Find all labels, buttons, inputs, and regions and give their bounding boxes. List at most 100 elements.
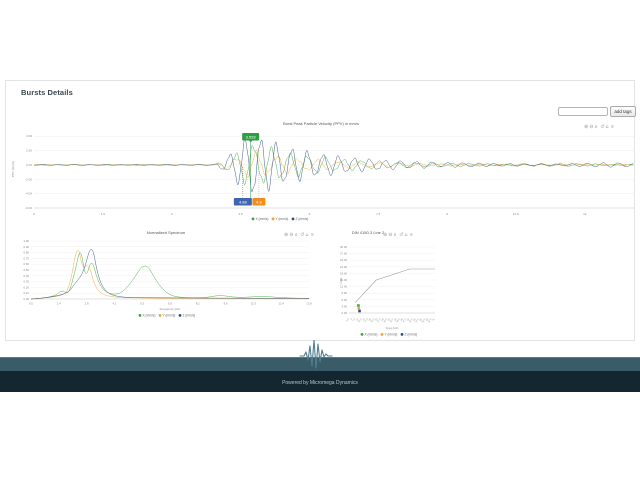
legend-swatch (138, 314, 142, 317)
y-tick-label: 0.90 (24, 245, 30, 249)
menu-icon[interactable]: ≡ (410, 232, 413, 238)
x-tick-label: 2.8 (85, 302, 89, 306)
x-tick-label: 57.5 (416, 318, 421, 323)
magnifier-icon[interactable]: ⌕ (295, 232, 298, 238)
legend-swatch (291, 217, 295, 221)
y-tick-label: -4.00 (25, 192, 32, 196)
x-tick-label: 6 (309, 212, 311, 216)
reset-icon[interactable]: ↺ (600, 124, 604, 130)
magnifier-icon[interactable]: ⌕ (595, 124, 598, 130)
x-tick-label: 3 (171, 212, 173, 216)
x-tick-label: 45 (401, 318, 405, 322)
home-icon[interactable]: ⌂ (405, 232, 408, 238)
x-tick-label: 7.5 (353, 318, 357, 322)
x-tick-label: 42.5 (396, 318, 401, 323)
y-tick-label: 0.60 (24, 262, 30, 266)
x-tick-label: 52.5 (409, 318, 414, 323)
y-tick-label: 0.00 (24, 297, 30, 301)
x-tick-label: 4.1 (112, 302, 116, 306)
legend-item[interactable]: Z (mm/s) (183, 314, 196, 318)
home-icon[interactable]: ⌂ (306, 232, 309, 238)
magnifier-icon[interactable]: ⌕ (394, 232, 397, 238)
y-tick-label: 21.00 (340, 265, 347, 269)
y-tick-label: 4.00 (26, 134, 32, 138)
y-axis-title: PPV (mm/s) (11, 161, 15, 177)
home-icon[interactable]: ⌂ (606, 124, 609, 130)
spectrum-series-z (30, 249, 310, 300)
x-tick-label: 0 (33, 212, 35, 216)
y-tick-label: 0.30 (24, 280, 30, 284)
annotation-value: 4.88 (239, 200, 248, 205)
legend-swatch (271, 217, 275, 221)
legend-item[interactable]: Y (mm/s) (385, 333, 398, 337)
legend-item[interactable]: Y (mm/s) (163, 314, 176, 318)
menu-icon[interactable]: ≡ (611, 124, 614, 130)
y-tick-label: 6.00 (342, 298, 348, 302)
legend-item[interactable]: X (mm/s) (143, 314, 156, 318)
series-z (33, 137, 634, 193)
zoom-in-icon[interactable]: ⊕ (284, 232, 288, 238)
y-tick-label: 0.80 (24, 251, 30, 255)
y-tick-label: 27.00 (340, 252, 347, 256)
legend-item[interactable]: X (mm/s) (256, 217, 269, 221)
reset-icon[interactable]: ↺ (300, 232, 304, 238)
y-tick-label: 3.00 (342, 304, 348, 308)
micromega-waveform-logo-icon (299, 340, 333, 369)
x-tick-label: 32.5 (384, 318, 389, 323)
search-input[interactable] (558, 107, 608, 116)
legend-swatch (251, 217, 255, 221)
y-tick-label: 0.70 (24, 256, 30, 260)
x-tick-label: 13.8 (306, 302, 312, 306)
zoom-out-icon[interactable]: ⊖ (388, 232, 392, 238)
x-tick-label: 35 (388, 318, 392, 322)
x-axis-title: Freq (Hz) (386, 326, 399, 330)
y-tick-label: 30.00 (340, 245, 347, 249)
add-tags-button[interactable]: add tags (610, 106, 636, 117)
x-tick-label: 1.5 (101, 212, 106, 216)
x-tick-label: 22.5 (371, 318, 376, 323)
chart-title: DIN 4150-3 Line 2 (352, 230, 385, 235)
ppv-chart[interactable]: Burst Peak Particle Velocity (PPV) in mm… (11, 121, 634, 221)
x-tick-label: 2.5 (346, 318, 350, 322)
x-tick-label: 65 (426, 318, 430, 322)
legend-item[interactable]: Y (mm/s) (276, 217, 289, 221)
legend-item[interactable]: Z (mm/s) (405, 333, 418, 337)
y-tick-label: 15.00 (340, 278, 347, 282)
zoom-in-icon[interactable]: ⊕ (584, 124, 588, 130)
zoom-in-icon[interactable]: ⊕ (383, 232, 387, 238)
legend-item[interactable]: Z (mm/s) (296, 217, 309, 221)
x-tick-label: 9 (446, 212, 448, 216)
y-tick-label: 0.10 (24, 291, 30, 295)
menu-icon[interactable]: ≡ (311, 232, 314, 238)
zoom-out-icon[interactable]: ⊖ (289, 232, 293, 238)
x-tick-label: 12.4 (278, 302, 284, 306)
din-point-y (357, 307, 361, 310)
x-tick-label: 9.6 (224, 302, 228, 306)
x-tick-label: 20 (369, 318, 373, 322)
din-point-z (358, 309, 361, 313)
x-tick-label: 5.5 (140, 302, 144, 306)
footer: Powered by Micromega Dynamics (0, 340, 640, 392)
chart-title: Normalized Spectrum (147, 230, 186, 235)
spectrum-chart[interactable]: Normalized Spectrum ⊕ ⊖ ⌕ ↺ ⌂ ≡ 1.00 0.90 0.800.7… (24, 230, 314, 318)
y-tick-label: 2.00 (26, 149, 32, 153)
zoom-out-icon[interactable]: ⊖ (589, 124, 593, 130)
footer-band-bottom (0, 371, 640, 392)
x-tick-label: 27.5 (377, 318, 382, 323)
x-tick-label: 62.5 (422, 318, 427, 323)
reset-icon[interactable]: ↺ (399, 232, 403, 238)
y-tick-label: 18.00 (340, 271, 347, 275)
din-point-x (357, 304, 360, 307)
spectrum-series-y (30, 249, 310, 300)
x-tick-label: 47.5 (403, 318, 408, 323)
x-tick-label: 40 (394, 318, 398, 322)
page-title: Bursts Details (21, 88, 73, 97)
y-tick-label: -6.00 (25, 206, 32, 210)
din-chart[interactable]: DIN 4150-3 Line 2⊕ ⊖ ⌕ ↺ ⌂ ≡ 30.00 27.00 24.00 21… (339, 230, 436, 337)
x-tick-label: 70 (433, 318, 437, 322)
y-tick-label: 24.00 (340, 258, 347, 262)
annotation-badge (242, 133, 260, 141)
legend-item[interactable]: X (mm/s) (365, 333, 378, 337)
x-tick-label: 8.2 (196, 302, 200, 306)
charts-canvas[interactable]: Burst Peak Particle Velocity (PPV) in mm… (6, 81, 634, 340)
